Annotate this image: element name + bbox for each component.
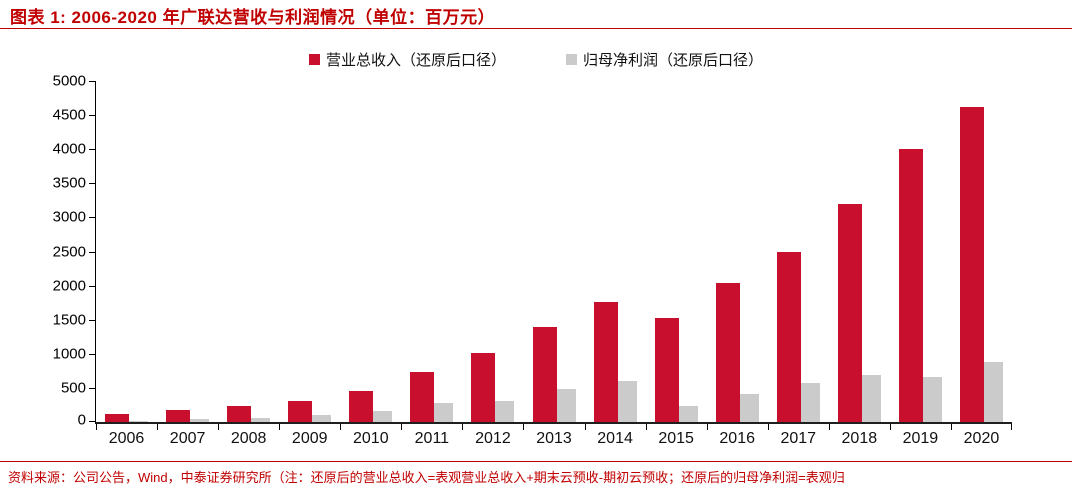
y-axis-tick <box>89 319 95 321</box>
bar-revenue-2018 <box>837 204 862 422</box>
bar-profit-2010 <box>373 411 393 422</box>
x-axis-tick <box>523 424 525 430</box>
bar-revenue-2017 <box>776 252 801 422</box>
x-axis-label-2018: 2018 <box>841 430 878 447</box>
bar-profit-2013 <box>556 388 576 422</box>
x-axis-label-2015: 2015 <box>658 430 694 447</box>
x-axis-label-2013: 2013 <box>536 430 572 447</box>
bar-profit-2012 <box>495 400 515 422</box>
x-axis-label-2006: 2006 <box>108 430 145 447</box>
y-axis-tick <box>89 183 95 185</box>
x-axis-tick <box>462 424 464 430</box>
x-axis-tick <box>767 424 769 430</box>
y-axis-label: 2000 <box>52 277 86 295</box>
bar-profit-2011 <box>434 403 454 422</box>
x-axis-tick <box>950 424 952 430</box>
figure-title: 图表 1: 2006-2020 年广联达营收与利润情况（单位：百万元） <box>10 8 496 27</box>
bar-revenue-2020 <box>959 106 984 422</box>
revenue-legend-label: 营业总收入（还原后口径） <box>325 52 506 69</box>
y-axis-label: 2500 <box>52 243 86 260</box>
x-axis-label-2019: 2019 <box>902 430 939 447</box>
y-axis-label: 1000 <box>52 345 86 363</box>
bar-profit-2007 <box>190 418 210 422</box>
bar-revenue-2014 <box>593 301 618 422</box>
y-axis-tick <box>89 149 95 151</box>
bar-revenue-2008 <box>227 406 252 422</box>
x-axis-tick <box>645 424 647 430</box>
y-axis-tick <box>89 115 95 117</box>
revenue-legend-swatch-icon <box>308 54 320 65</box>
bar-profit-2016 <box>739 393 759 422</box>
footer-divider <box>0 461 1072 462</box>
x-axis-tick <box>157 424 159 430</box>
legend-item-revenue: 营业总收入（还原后口径） <box>308 49 506 70</box>
x-axis-tick <box>218 424 220 430</box>
legend-item-profit: 归母净利润（还原后口径） <box>566 49 763 70</box>
bar-profit-2017 <box>800 382 820 422</box>
y-axis-tick <box>89 387 95 389</box>
title-divider <box>0 28 1072 29</box>
x-axis-label-2008: 2008 <box>230 430 267 447</box>
x-axis-tick <box>401 424 403 430</box>
x-axis-label-2016: 2016 <box>719 430 755 447</box>
source-note: 资料来源：公司公告，Wind，中泰证券研究所（注：还原后的营业总收入=表观营业总… <box>8 470 845 485</box>
bar-profit-2009 <box>312 415 332 422</box>
x-axis-label-2011: 2011 <box>414 430 450 447</box>
x-axis-label-2012: 2012 <box>475 430 511 447</box>
bar-revenue-2019 <box>898 148 923 422</box>
x-axis-label-2010: 2010 <box>353 430 389 447</box>
bar-profit-2014 <box>617 381 637 422</box>
bar-profit-2020 <box>983 361 1003 422</box>
y-axis-tick <box>89 421 95 422</box>
x-axis-tick <box>340 424 342 430</box>
y-axis-tick <box>89 81 95 82</box>
y-axis-label: 4500 <box>52 106 86 124</box>
profit-legend-swatch-icon <box>566 54 577 65</box>
bar-profit-2018 <box>861 374 881 422</box>
y-axis-label: 5000 <box>52 72 86 90</box>
bar-revenue-2013 <box>532 327 557 422</box>
y-axis-label: 500 <box>60 379 86 397</box>
x-axis-label-2007: 2007 <box>169 430 206 447</box>
x-axis-tick <box>889 424 891 430</box>
bar-revenue-2015 <box>654 317 679 422</box>
x-axis-tick <box>1011 424 1012 430</box>
y-axis-tick <box>89 251 95 253</box>
bar-revenue-2011 <box>410 371 435 422</box>
bar-revenue-2006 <box>105 413 130 422</box>
y-axis-label: 3500 <box>52 174 86 192</box>
bar-revenue-2016 <box>715 282 740 422</box>
x-axis-tick <box>828 424 830 430</box>
y-axis-label: 1500 <box>52 311 86 329</box>
y-axis: 0 500 1000 1500 2000 2500 3000 3500 4000 4500 5000 <box>0 73 86 429</box>
y-axis-tick <box>89 285 95 287</box>
profit-legend-label: 归母净利润（还原后口径） <box>583 52 764 69</box>
bar-revenue-2009 <box>288 400 313 422</box>
x-axis-label-2014: 2014 <box>597 430 633 447</box>
bar-profit-2015 <box>678 405 698 422</box>
bar-profit-2008 <box>251 417 271 422</box>
x-axis-label-2017: 2017 <box>780 430 817 447</box>
x-axis-tick <box>584 424 586 430</box>
bar-revenue-2010 <box>349 390 374 422</box>
bar-profit-2019 <box>922 377 942 422</box>
bar-revenue-2007 <box>166 409 191 422</box>
bar-profit-2006 <box>129 420 149 422</box>
x-axis-tick <box>279 424 281 430</box>
x-axis-label-2020: 2020 <box>963 430 1000 447</box>
chart-legend: 营业总收入（还原后口径） 归母净利润（还原后口径） <box>0 49 1072 70</box>
y-axis-tick <box>89 353 95 355</box>
bar-revenue-2012 <box>471 353 496 422</box>
x-axis-tick <box>96 424 97 430</box>
y-axis-label: 4000 <box>52 140 86 158</box>
y-axis-label: 3000 <box>52 208 86 226</box>
plot-area: 2006 2007 2008 2009 2010 2011 2012 2013 2014 2015… <box>89 81 1012 447</box>
x-axis-label-2009: 2009 <box>291 430 328 447</box>
x-axis-tick <box>706 424 708 430</box>
y-axis-tick <box>89 217 95 219</box>
y-axis-label: 0 <box>77 411 86 429</box>
